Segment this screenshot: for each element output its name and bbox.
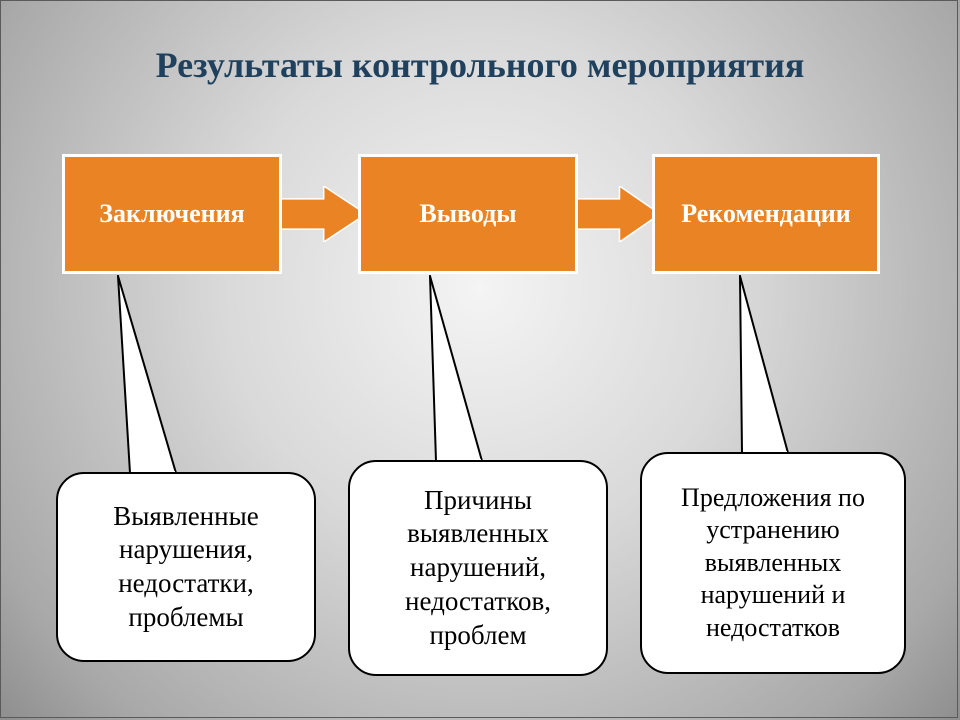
callout-box: Выявленные нарушения, недостатки, пробле…: [56, 472, 316, 662]
callout-text: Выявленные нарушения, недостатки, пробле…: [72, 500, 300, 635]
flow-node-conclusions: Заключения: [62, 154, 282, 274]
callout-box: Причины выявленных нарушений, недостатко…: [348, 460, 608, 676]
slide-title: Результаты контрольного мероприятия: [0, 44, 960, 86]
callout-text: Предложения по устранению выявленных нар…: [656, 482, 890, 645]
flow-node-recommendations: Рекомендации: [652, 154, 880, 274]
flow-node-label: Рекомендации: [681, 199, 851, 229]
callout-text: Причины выявленных нарушений, недостатко…: [364, 484, 592, 653]
callout-box: Предложения по устранению выявленных нар…: [640, 452, 906, 674]
flow-arrow: [570, 186, 660, 242]
slide-canvas: Результаты контрольного мероприятия Закл…: [0, 0, 960, 720]
flow-node-label: Заключения: [99, 199, 244, 229]
flow-arrow: [272, 186, 366, 242]
flow-node-label: Выводы: [419, 199, 516, 229]
flow-node-findings: Выводы: [358, 154, 578, 274]
